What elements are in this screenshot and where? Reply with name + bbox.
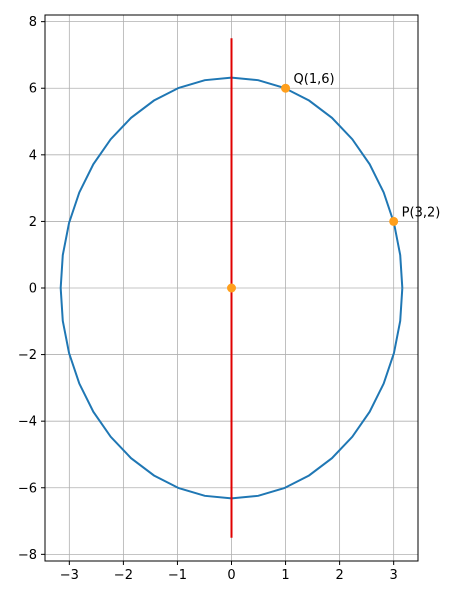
- y-tick-label-7: 6: [29, 82, 37, 97]
- data-point-0: [227, 283, 236, 293]
- ellipse-series: [59, 76, 404, 500]
- y-tick-label-2: −4: [18, 415, 37, 430]
- x-tick-label-2: −1: [168, 568, 187, 583]
- data-point-2: [389, 216, 399, 226]
- x-tick-label-0: −3: [60, 568, 79, 583]
- y-tick-label-4: 0: [29, 282, 37, 297]
- data-layer: [59, 38, 404, 538]
- y-tick-label-1: −6: [18, 481, 37, 496]
- x-tick-label-6: 3: [390, 568, 398, 583]
- data-point-1: [281, 83, 291, 93]
- y-tick-label-8: 8: [29, 15, 37, 30]
- y-tick-label-3: −2: [18, 348, 37, 363]
- x-tick-label-5: 2: [335, 568, 343, 583]
- y-tick-label-6: 4: [29, 148, 37, 163]
- y-tick-label-5: 2: [29, 215, 37, 230]
- x-tick-label-3: 0: [227, 568, 235, 583]
- ticks: −3 −2 −1 0 1 2 3 −8 −6 −4 −2 0 2 4 6 8: [18, 15, 398, 583]
- x-tick-label-4: 1: [281, 568, 289, 583]
- point-label-1: Q(1,6): [294, 72, 335, 87]
- annotations: Q(1,6) P(3,2): [294, 72, 441, 220]
- x-tick-label-1: −2: [114, 568, 133, 583]
- y-tick-label-0: −8: [18, 548, 37, 563]
- point-label-2: P(3,2): [402, 205, 441, 220]
